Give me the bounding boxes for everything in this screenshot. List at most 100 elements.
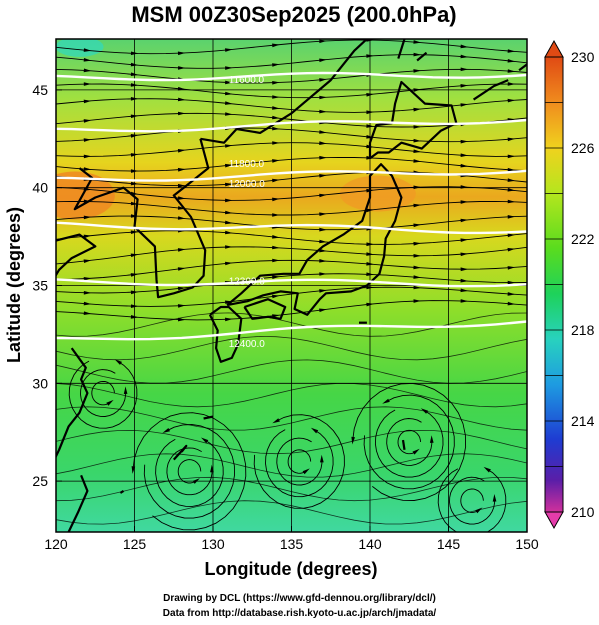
contour-label: 12400.0 <box>229 339 266 350</box>
y-axis-label: Latitude (degrees) <box>4 207 24 363</box>
wind-arrow <box>507 199 516 204</box>
wind-arrow <box>413 69 422 73</box>
streamline <box>166 447 213 496</box>
wind-arrow <box>319 259 327 263</box>
wind-arrow <box>225 317 233 322</box>
streamline <box>56 406 527 431</box>
wind-arrow <box>225 101 233 105</box>
wind-arrow <box>319 78 327 82</box>
wind-arrow <box>177 97 186 102</box>
wind-arrow <box>272 141 280 145</box>
wind-arrow <box>83 199 92 204</box>
wind-arrow <box>272 294 280 299</box>
coastline <box>203 415 214 420</box>
wind-arrow <box>460 153 469 157</box>
credit-data-source: Data from http://database.rish.kyoto-u.a… <box>162 608 437 619</box>
wind-arrow <box>492 494 497 502</box>
wind-arrow <box>83 167 92 171</box>
credit-drawing: Drawing by DCL (https://www.gfd-dennou.o… <box>163 593 436 604</box>
wind-arrow <box>177 267 186 271</box>
coastline <box>397 39 406 59</box>
wind-arrow <box>130 304 139 308</box>
wind-arrow <box>413 275 422 279</box>
wind-arrow <box>210 464 214 473</box>
wind-arrow <box>460 103 469 107</box>
streamline <box>132 412 247 531</box>
wind-arrow <box>225 198 233 203</box>
wind-arrow <box>366 252 374 256</box>
wind-arrow <box>272 197 280 202</box>
wind-arrow <box>177 216 186 220</box>
contour-label: 12300.0 <box>229 277 266 288</box>
x-axis-label: Longitude (degrees) <box>204 559 377 579</box>
wind-arrow <box>460 267 469 272</box>
wind-arrow <box>366 188 374 193</box>
wind-arrow <box>320 454 324 463</box>
wind-arrow <box>507 137 516 142</box>
colorbar-min-arrow <box>544 511 564 530</box>
wind-arrow <box>177 248 186 252</box>
wind-arrow <box>366 144 374 149</box>
wind-arrow <box>319 227 327 232</box>
height-contour <box>56 221 527 235</box>
wind-arrow <box>178 183 186 188</box>
wind-arrow <box>272 213 280 217</box>
wind-arrow <box>130 153 139 157</box>
wind-arrow <box>83 58 92 62</box>
colorbar-tick-label: 222 <box>571 231 595 247</box>
wind-arrow <box>507 215 516 219</box>
x-tick-label: 145 <box>437 536 461 552</box>
colorbar-tick-label: 230 <box>571 49 595 65</box>
wind-arrow <box>507 82 516 86</box>
wind-arrow <box>272 418 280 424</box>
streamline <box>374 409 444 478</box>
wind-arrow <box>83 301 92 306</box>
wind-arrow <box>413 241 422 246</box>
streamline <box>449 476 496 525</box>
x-tick-label: 150 <box>515 536 539 552</box>
wind-arrow <box>319 141 327 145</box>
wind-arrow <box>130 290 139 295</box>
wind-arrow <box>413 149 422 153</box>
wind-arrow <box>225 163 233 168</box>
wind-arrow <box>272 178 280 183</box>
contour-label: 12000.0 <box>229 179 266 190</box>
streamline <box>352 382 467 501</box>
wind-arrow <box>272 63 280 67</box>
wind-arrow <box>413 223 422 228</box>
coastline <box>172 444 188 461</box>
colorbar: 230 226 222 218 214 210 <box>544 39 595 530</box>
wind-arrow <box>412 448 420 455</box>
wind-arrow <box>201 437 209 444</box>
wind-arrow <box>272 81 280 85</box>
wind-arrow <box>178 317 186 322</box>
wind-arrow <box>460 252 469 257</box>
wind-arrow <box>460 200 469 204</box>
wind-arrow <box>413 40 422 44</box>
wind-arrow <box>272 159 280 163</box>
wind-arrow <box>507 188 516 192</box>
streamline <box>287 449 312 474</box>
coastline <box>73 138 210 299</box>
wind-arrow <box>413 52 422 57</box>
wind-arrow <box>413 185 422 190</box>
wind-arrow <box>413 107 422 112</box>
wind-arrow <box>130 315 139 319</box>
wind-arrow <box>272 258 280 263</box>
wind-arrow <box>130 114 139 119</box>
y-tick-label: 45 <box>32 82 48 98</box>
wind-arrow <box>130 62 139 67</box>
wind-arrow <box>177 51 186 56</box>
height-contour <box>56 71 527 82</box>
wind-arrow <box>83 259 92 263</box>
wind-arrow <box>507 280 516 285</box>
wind-arrow <box>483 466 491 473</box>
wind-arrow <box>319 289 327 293</box>
wind-arrow <box>225 261 233 266</box>
wind-arrow <box>319 248 327 253</box>
wind-arrow <box>192 478 200 484</box>
wind-arrow <box>225 210 233 215</box>
contour-label: 11800.0 <box>229 159 265 170</box>
y-tick-label: 35 <box>32 278 48 294</box>
streamline <box>155 438 224 507</box>
